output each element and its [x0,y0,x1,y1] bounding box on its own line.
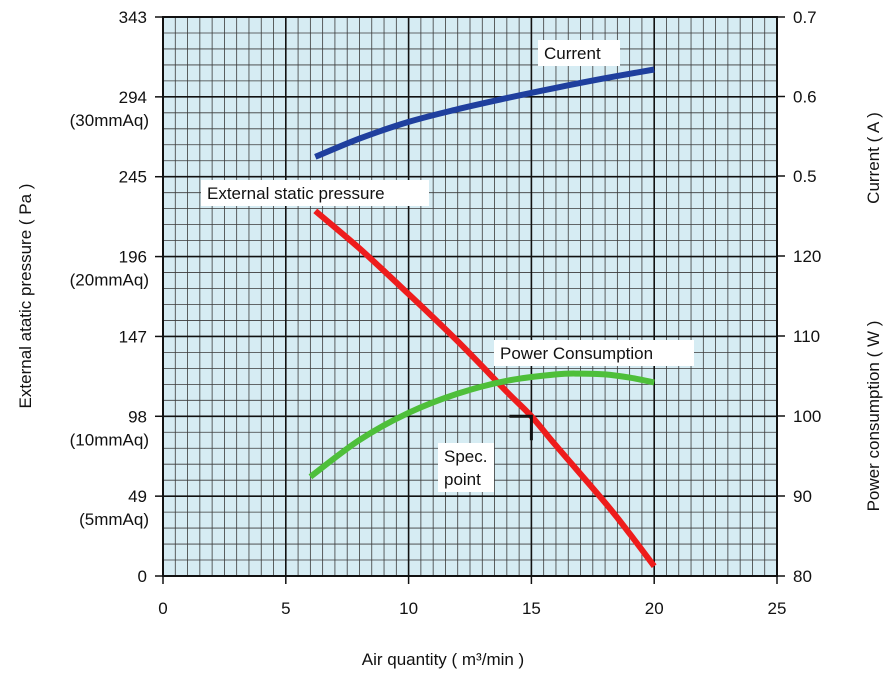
right-tick-label-current: 0.6 [793,88,817,107]
left-tick-label: 196 [119,248,147,267]
right-tick-label-power: 90 [793,487,812,506]
spec-point-label-line1-bg [438,443,494,469]
right-tick-label-power: 120 [793,247,821,266]
spec-point-label-line2-bg [438,466,494,492]
current-series-label-bg [538,40,620,66]
power-consumption-series-line [308,370,655,480]
left-tick-sublabel: (10mmAq) [70,430,149,449]
bottom-tick-label: 20 [645,599,664,618]
annotation-layer: Current External static pressure Power Con… [201,40,694,492]
right-tick-label-power: 80 [793,567,812,586]
spec-point-label-line1: Spec. [444,447,487,466]
left-tick-label: 343 [119,8,147,27]
bottom-axis-ticks: 0 5 10 15 20 25 [158,576,786,618]
left-axis-ticks: 0 49 (5mmAq) 98 (10mmAq) 147 196 (20mmAq) 245 294… [70,8,163,586]
bottom-tick-label: 25 [768,599,787,618]
spec-point-marker [509,414,533,441]
minor-grid [163,17,777,576]
right-tick-label-power: 110 [793,327,820,346]
right-tick-label-power: 100 [793,407,821,426]
left-tick-sublabel: (20mmAq) [70,271,149,290]
plot-frame [162,16,778,577]
left-tick-label: 245 [119,168,147,187]
left-tick-label: 294 [119,88,147,107]
pressure-series-label: External static pressure [207,184,385,203]
right-tick-label-current: 0.7 [793,8,817,27]
left-tick-label: 0 [138,567,147,586]
left-tick-sublabel: (30mmAq) [70,111,149,130]
right-y-axis-label-power: Power consumption ( W ) [864,321,883,512]
left-tick-label: 49 [128,487,147,506]
pressure-series-label-bg [201,180,429,206]
major-grid [163,17,777,576]
left-tick-sublabel: (5mmAq) [79,510,149,529]
series-layer [308,66,657,569]
right-y-axis-label-current: Current ( A ) [864,112,883,204]
right-axis-ticks: 0.5 0.6 0.7 80 90 100 110 120 [777,8,821,586]
power-consumption-series-label: Power Consumption [500,344,653,363]
bottom-tick-label: 15 [522,599,541,618]
power-consumption-series-label-bg [494,340,694,366]
left-tick-label: 147 [119,327,147,346]
current-series-label: Current [544,44,601,63]
bottom-tick-label: 0 [158,599,167,618]
pressure-series-line [313,208,657,569]
right-tick-label-current: 0.5 [793,167,817,186]
x-axis-label: Air quantity ( m³/min ) [362,650,524,669]
left-tick-label: 98 [128,407,147,426]
bottom-tick-label: 5 [281,599,290,618]
spec-point-label-line2: point [444,470,481,489]
current-series-line [314,66,655,160]
left-y-axis-label: External atatic pressure ( Pa ) [16,184,35,409]
bottom-tick-label: 10 [399,599,418,618]
